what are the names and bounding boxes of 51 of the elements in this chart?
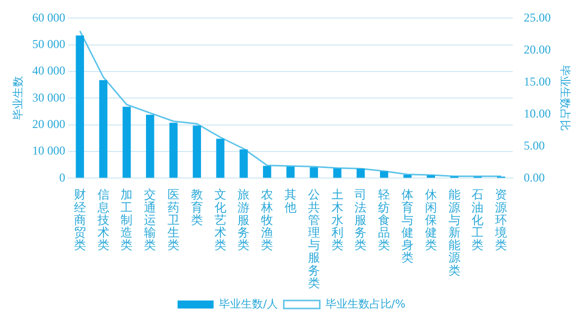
bar <box>146 114 154 178</box>
y-axis-title: 毕业生数 <box>11 76 24 120</box>
x-tick-label: 财经商贸类 <box>74 188 86 252</box>
x-tick-label: 医药卫生类 <box>168 188 180 252</box>
y-tick-label: 0 <box>59 170 66 184</box>
bar <box>310 167 318 178</box>
bar <box>333 168 342 178</box>
y2-tick-label: 0.00 <box>524 170 545 184</box>
y2-tick-label: 10.00 <box>524 106 551 120</box>
y-tick-label: 30 000 <box>32 90 66 104</box>
x-tick-label: 休闲保健类 <box>424 188 437 252</box>
x-tick-label: 教育类 <box>190 188 203 227</box>
x-tick-label: 能源与新能源类 <box>448 188 460 278</box>
x-tick-label: 司法服务类 <box>354 188 367 252</box>
x-tick-label: 土木水利类 <box>331 188 344 252</box>
y2-tick-label: 15.00 <box>524 74 551 88</box>
y-tick-label: 40 000 <box>32 64 66 78</box>
y-tick-label: 50 000 <box>32 37 66 52</box>
x-tick-label: 轻纺食品类 <box>378 188 390 252</box>
y-tick-label: 60 000 <box>32 10 66 24</box>
bar <box>122 106 131 178</box>
x-tick-label: 体育与健身类 <box>402 188 414 265</box>
y2-axis-title: 毕业生数占比 <box>558 65 572 132</box>
legend-label: 毕业生数/人 <box>219 297 278 310</box>
bar <box>263 166 272 178</box>
y-tick-label: 20 000 <box>32 117 66 132</box>
bar <box>286 166 295 178</box>
bar <box>192 126 201 178</box>
bar <box>380 171 388 178</box>
x-tick-label: 信息技术类 <box>96 188 110 252</box>
x-tick-label: 资源环境类 <box>494 188 508 252</box>
bar <box>356 168 365 178</box>
x-tick-label: 农林牧渔类 <box>260 188 274 252</box>
bar <box>169 122 178 178</box>
x-tick-label: 交通运输类 <box>144 188 156 252</box>
bar <box>99 80 108 178</box>
bar <box>216 138 224 178</box>
x-tick-label: 公共管理与服务类 <box>308 188 320 290</box>
bar <box>76 36 84 178</box>
bar <box>240 149 248 178</box>
bar <box>403 174 412 178</box>
x-tick-label: 旅游服务类 <box>238 188 250 252</box>
legend-label: 毕业生数占比/% <box>325 297 406 310</box>
x-tick-label: 其他 <box>284 188 296 214</box>
y2-tick-label: 25.00 <box>524 10 551 24</box>
y2-tick-label: 20.00 <box>524 42 551 56</box>
x-tick-label: 文化艺术类 <box>214 188 226 252</box>
x-tick-label: 加工制造类 <box>120 188 133 252</box>
x-tick-label: 石油化工类 <box>472 188 484 252</box>
y-tick-label: 10 000 <box>32 144 66 158</box>
y2-tick-label: 5.00 <box>524 138 545 152</box>
